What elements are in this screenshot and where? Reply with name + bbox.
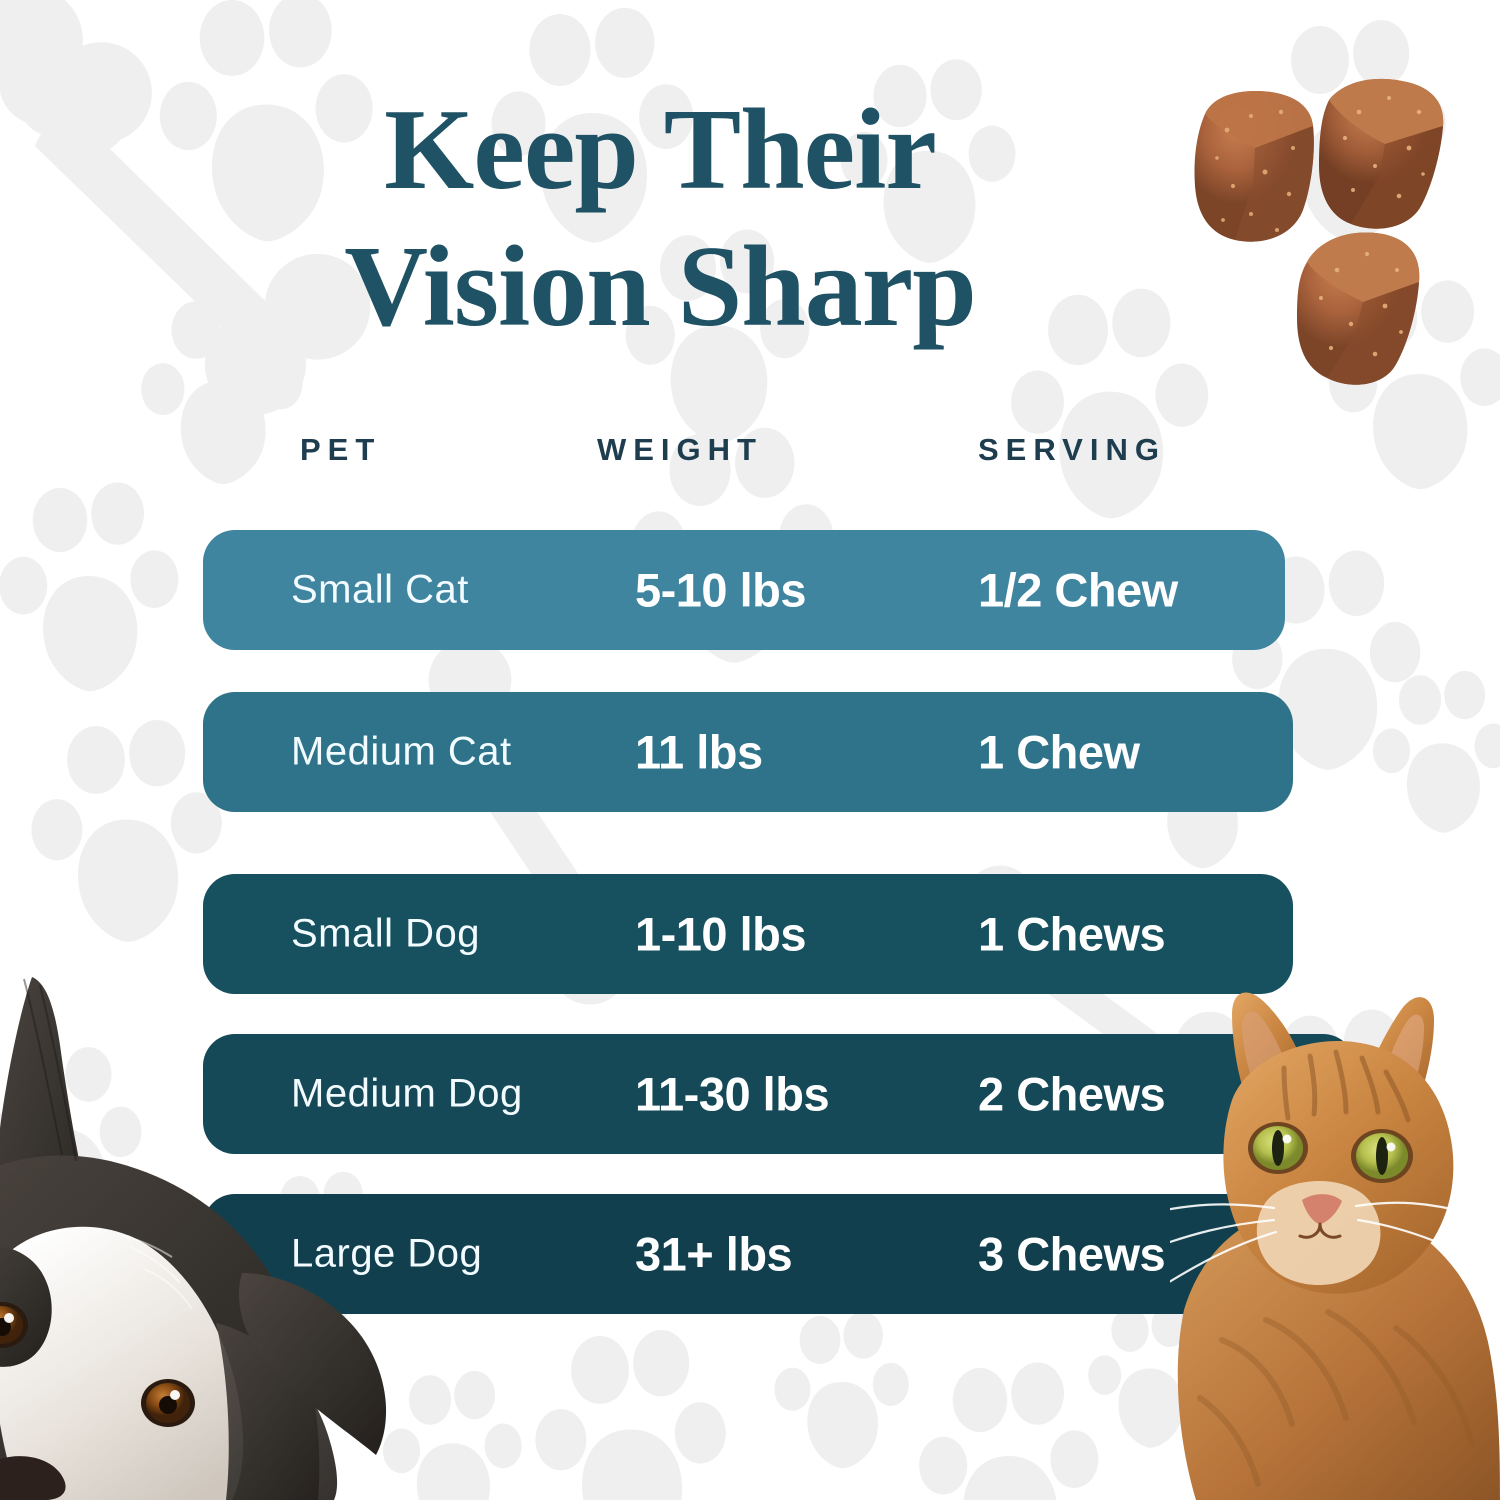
title-line-2: Vision Sharp bbox=[344, 222, 977, 351]
table-row: Small Cat 5-10 lbs 1/2 Chew bbox=[203, 530, 1285, 650]
cell-serving: 1/2 Chew bbox=[978, 563, 1178, 617]
cell-pet: Large Dog bbox=[291, 1231, 483, 1276]
column-header-serving: SERVING bbox=[978, 432, 1166, 467]
table-row: Medium Dog 11-30 lbs 2 Chews bbox=[203, 1034, 1355, 1154]
cell-weight: 1-10 lbs bbox=[635, 907, 807, 961]
cell-serving: 1 Chews bbox=[978, 907, 1166, 961]
cell-serving: 1 Chew bbox=[978, 725, 1140, 779]
cell-pet: Small Dog bbox=[291, 911, 481, 956]
cell-serving: 2 Chews bbox=[978, 1067, 1166, 1121]
title-line-1: Keep Their bbox=[384, 86, 937, 214]
cell-serving: 3 Chews bbox=[978, 1227, 1166, 1281]
table-header-row: PET WEIGHT SERVING bbox=[0, 420, 1500, 482]
cell-pet: Medium Cat bbox=[291, 729, 512, 774]
page-title: Keep Their Vision Sharp bbox=[0, 82, 1500, 356]
column-header-weight: WEIGHT bbox=[597, 432, 763, 467]
dosage-table: PET WEIGHT SERVING Small Cat 5-10 lbs 1/… bbox=[0, 420, 1500, 1314]
cell-weight: 5-10 lbs bbox=[635, 563, 807, 617]
column-header-pet: PET bbox=[300, 432, 382, 467]
table-row: Medium Cat 11 lbs 1 Chew bbox=[203, 692, 1293, 812]
table-row: Large Dog 31+ lbs 3 Chews bbox=[203, 1194, 1355, 1314]
table-row: Small Dog 1-10 lbs 1 Chews bbox=[203, 874, 1293, 994]
cell-pet: Small Cat bbox=[291, 567, 469, 612]
cell-pet: Medium Dog bbox=[291, 1071, 523, 1116]
cell-weight: 31+ lbs bbox=[635, 1227, 793, 1281]
cell-weight: 11 lbs bbox=[635, 725, 763, 779]
cell-weight: 11-30 lbs bbox=[635, 1067, 830, 1121]
